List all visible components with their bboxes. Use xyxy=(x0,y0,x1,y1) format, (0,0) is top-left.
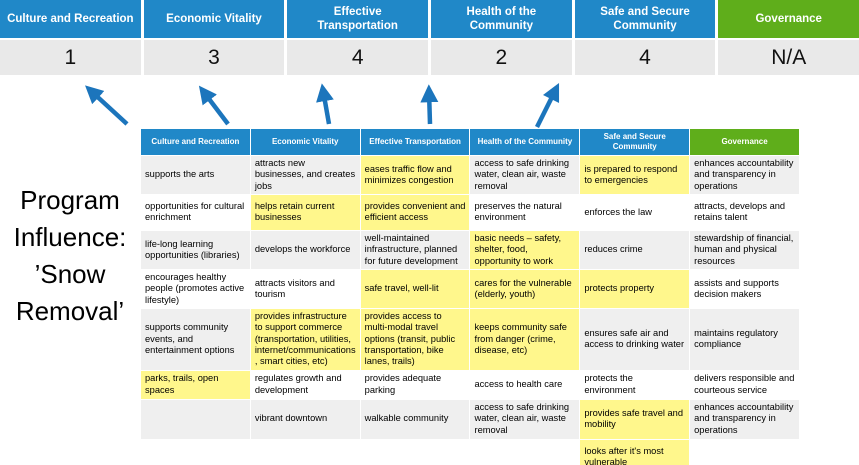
matrix-cell: preserves the natural environment xyxy=(470,194,580,230)
matrix-cell: provides safe travel and mobility xyxy=(580,399,690,439)
matrix-row-5: supports community events, and entertain… xyxy=(141,308,799,370)
matrix-row-7: vibrant downtown walkable community access… xyxy=(141,399,799,439)
matrix-cell: keeps community safe from danger (crime,… xyxy=(470,308,580,370)
matrix-cell xyxy=(690,439,799,465)
matrix-cell: enhances accountability and transparency… xyxy=(690,399,799,439)
scorecard-header-economic-vitality: Economic Vitality xyxy=(143,0,285,38)
matrix-cell: access to health care xyxy=(470,370,580,399)
matrix-cell: supports the arts xyxy=(141,156,250,194)
scorecard-score-effective-transportation: 4 xyxy=(287,40,429,75)
matrix-cell xyxy=(470,439,580,465)
matrix-cell: delivers responsible and courteous servi… xyxy=(690,370,799,399)
matrix-cell: provides adequate parking xyxy=(360,370,470,399)
matrix-cell: safe travel, well-lit xyxy=(360,269,470,308)
matrix-header-safe-and-secure-community: Safe and Secure Community xyxy=(580,129,690,155)
matrix-cell: provides infrastructure to support comme… xyxy=(250,308,360,370)
up-arrow-safe xyxy=(534,82,560,129)
matrix-cell: assists and supports decision makers xyxy=(690,269,799,308)
matrix-cell: enforces the law xyxy=(580,194,690,230)
scorecard-score-safe-and-secure-community: 4 xyxy=(574,40,716,75)
matrix-cell: is prepared to respond to emergencies xyxy=(580,156,690,194)
matrix-cell: attracts visitors and tourism xyxy=(250,269,360,308)
matrix-cell: protects property xyxy=(580,269,690,308)
scorecard: Culture and Recreation 1 Economic Vitality… xyxy=(0,0,859,75)
matrix-cell: life-long learning opportunities (librar… xyxy=(141,230,250,269)
matrix-row-2: opportunities for cultural enrichment hel… xyxy=(141,194,799,230)
scorecard-score-governance: N/A xyxy=(718,40,859,75)
influence-arrows xyxy=(85,82,560,129)
matrix-header-culture-and-recreation: Culture and Recreation xyxy=(141,129,250,155)
matrix-cell: protects the environment xyxy=(580,370,690,399)
scorecard-column-health-of-the-community: Health of the Community 2 xyxy=(431,0,572,75)
matrix-row-6: parks, trails, open spaces regulates grow… xyxy=(141,370,799,399)
up-arrow-culture xyxy=(85,85,129,126)
up-arrow-economic xyxy=(198,85,230,126)
matrix-cell: provides convenient and efficient access xyxy=(360,194,470,230)
scorecard-header-safe-and-secure-community: Safe and Secure Community xyxy=(574,0,716,38)
matrix-cell: ensures safe air and access to drinking … xyxy=(580,308,690,370)
scorecard-column-safe-and-secure-community: Safe and Secure Community 4 xyxy=(574,0,716,75)
matrix-cell: regulates growth and development xyxy=(250,370,360,399)
up-arrow-transportation xyxy=(316,83,334,125)
matrix-cell: supports community events, and entertain… xyxy=(141,308,250,370)
matrix-cell: vibrant downtown xyxy=(250,399,360,439)
matrix-header-health-of-the-community: Health of the Community xyxy=(470,129,580,155)
matrix-cell: develops the workforce xyxy=(250,230,360,269)
matrix-cell: enhances accountability and transparency… xyxy=(690,156,799,194)
matrix-cell: maintains regulatory compliance xyxy=(690,308,799,370)
matrix-cell: access to safe drinking water, clean air… xyxy=(470,399,580,439)
matrix-cell: stewardship of financial, human and phys… xyxy=(690,230,799,269)
matrix-header-economic-vitality: Economic Vitality xyxy=(250,129,360,155)
scorecard-header-effective-transportation: Effective Transportation xyxy=(287,0,429,38)
matrix-header-row: Culture and Recreation Economic Vitality E… xyxy=(141,129,799,155)
matrix-cell: parks, trails, open spaces xyxy=(141,370,250,399)
matrix-cell xyxy=(250,439,360,465)
scorecard-header-health-of-the-community: Health of the Community xyxy=(431,0,572,38)
matrix-cell: attracts new businesses, and creates job… xyxy=(250,156,360,194)
scorecard-column-economic-vitality: Economic Vitality 3 xyxy=(143,0,285,75)
matrix-cell: well-maintained infrastructure, planned … xyxy=(360,230,470,269)
matrix-row-4: encourages healthy people (promotes acti… xyxy=(141,269,799,308)
scorecard-score-health-of-the-community: 2 xyxy=(431,40,572,75)
matrix-cell: basic needs – safety, shelter, food, opp… xyxy=(470,230,580,269)
matrix-cell: provides access to multi-modal travel op… xyxy=(360,308,470,370)
matrix-cell: walkable community xyxy=(360,399,470,439)
scorecard-column-governance: Governance N/A xyxy=(718,0,859,75)
matrix-cell xyxy=(141,439,250,465)
matrix-row-8: looks after it's most vulnerable xyxy=(141,439,799,465)
matrix-cell: eases traffic flow and minimizes congest… xyxy=(360,156,470,194)
matrix-cell xyxy=(360,439,470,465)
up-arrow-health xyxy=(420,84,439,125)
matrix-body: supports the arts attracts new businesses… xyxy=(141,156,799,465)
matrix-cell: access to safe drinking water, clean air… xyxy=(470,156,580,194)
matrix-cell xyxy=(141,399,250,439)
matrix-cell: encourages healthy people (promotes acti… xyxy=(141,269,250,308)
program-influence-label: Program Influence: ’Snow Removal’ xyxy=(13,185,127,326)
matrix-cell: opportunities for cultural enrichment xyxy=(141,194,250,230)
matrix-row-3: life-long learning opportunities (librar… xyxy=(141,230,799,269)
influence-matrix: Culture and Recreation Economic Vitality E… xyxy=(140,128,800,465)
matrix-cell: looks after it's most vulnerable xyxy=(580,439,690,465)
scorecard-column-effective-transportation: Effective Transportation 4 xyxy=(287,0,429,75)
matrix-row-1: supports the arts attracts new businesses… xyxy=(141,156,799,194)
scorecard-header-governance: Governance xyxy=(718,0,859,38)
scorecard-column-culture-and-recreation: Culture and Recreation 1 xyxy=(0,0,141,75)
scorecard-score-culture-and-recreation: 1 xyxy=(0,40,141,75)
matrix-cell: helps retain current businesses xyxy=(250,194,360,230)
scorecard-score-economic-vitality: 3 xyxy=(143,40,285,75)
matrix-cell: cares for the vulnerable (elderly, youth… xyxy=(470,269,580,308)
matrix-cell: reduces crime xyxy=(580,230,690,269)
matrix-header-effective-transportation: Effective Transportation xyxy=(360,129,470,155)
scorecard-header-culture-and-recreation: Culture and Recreation xyxy=(0,0,141,38)
matrix-cell: attracts, develops and retains talent xyxy=(690,194,799,230)
matrix-header-governance: Governance xyxy=(690,129,799,155)
